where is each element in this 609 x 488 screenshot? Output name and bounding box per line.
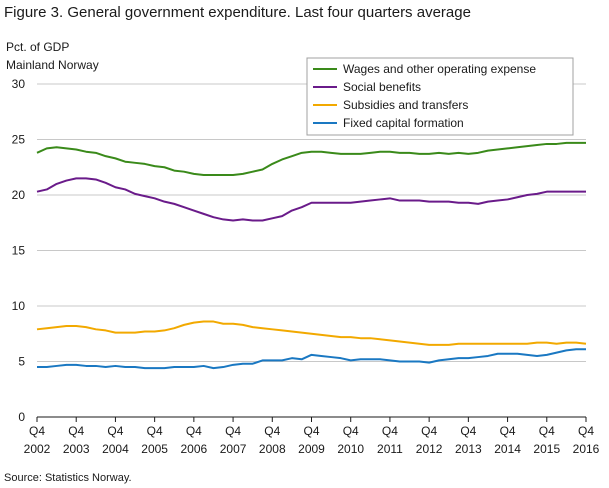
legend-label-2: Subsidies and transfers	[343, 98, 468, 112]
x-tick-year-label: 2003	[63, 442, 90, 456]
y-tick-label: 25	[12, 133, 26, 147]
x-tick-quarter-label: Q4	[539, 424, 555, 438]
x-tick-quarter-label: Q4	[68, 424, 84, 438]
x-tick-quarter-label: Q4	[382, 424, 398, 438]
x-tick-quarter-label: Q4	[460, 424, 476, 438]
x-tick-quarter-label: Q4	[225, 424, 241, 438]
x-tick-quarter-label: Q4	[264, 424, 280, 438]
series-line-0	[36, 141, 586, 177]
legend-label-3: Fixed capital formation	[343, 116, 464, 130]
x-tick-quarter-label: Q4	[500, 424, 516, 438]
x-tick-quarter-label: Q4	[578, 424, 594, 438]
x-tick-quarter-label: Q4	[107, 424, 123, 438]
y-tick-label: 15	[12, 244, 26, 258]
x-tick-quarter-label: Q4	[29, 424, 45, 438]
legend-label-1: Social benefits	[343, 80, 421, 94]
x-tick-year-label: 2004	[102, 442, 129, 456]
x-tick-quarter-label: Q4	[421, 424, 437, 438]
x-tick-year-label: 2016	[573, 442, 600, 456]
x-tick-year-label: 2006	[181, 442, 208, 456]
x-tick-year-label: 2011	[377, 442, 403, 456]
x-tick-year-label: 2008	[259, 442, 286, 456]
x-tick-year-label: 2005	[141, 442, 168, 456]
x-tick-year-label: 2007	[220, 442, 247, 456]
x-tick-year-label: 2009	[298, 442, 325, 456]
legend-box	[306, 57, 574, 136]
x-tick-quarter-label: Q4	[147, 424, 163, 438]
y-tick-label: 5	[18, 355, 25, 369]
y-tick-label: 0	[18, 410, 25, 424]
series-line-3	[37, 348, 586, 370]
x-tick-year-label: 2012	[416, 442, 443, 456]
x-tick-quarter-label: Q4	[343, 424, 359, 438]
chart-title: Figure 3. General government expenditure…	[4, 4, 471, 21]
series-line-1	[36, 177, 586, 222]
x-tick-year-label: 2010	[337, 442, 364, 456]
source-note: Source: Statistics Norway.	[4, 472, 132, 484]
series-line-2	[36, 320, 587, 346]
x-tick-year-label: 2002	[24, 442, 51, 456]
x-tick-quarter-label: Q4	[186, 424, 202, 438]
y-tick-label: 10	[12, 299, 26, 313]
y-axis-region-label: Mainland Norway	[6, 58, 99, 72]
legend-label-0: Wages and other operating expense	[343, 62, 536, 76]
x-tick-year-label: 2015	[533, 442, 560, 456]
y-tick-label: 30	[12, 77, 26, 91]
x-tick-year-label: 2013	[455, 442, 482, 456]
y-tick-label: 20	[12, 188, 26, 202]
x-tick-year-label: 2014	[494, 442, 521, 456]
x-tick-quarter-label: Q4	[303, 424, 319, 438]
y-axis-unit-label: Pct. of GDP	[6, 40, 70, 54]
